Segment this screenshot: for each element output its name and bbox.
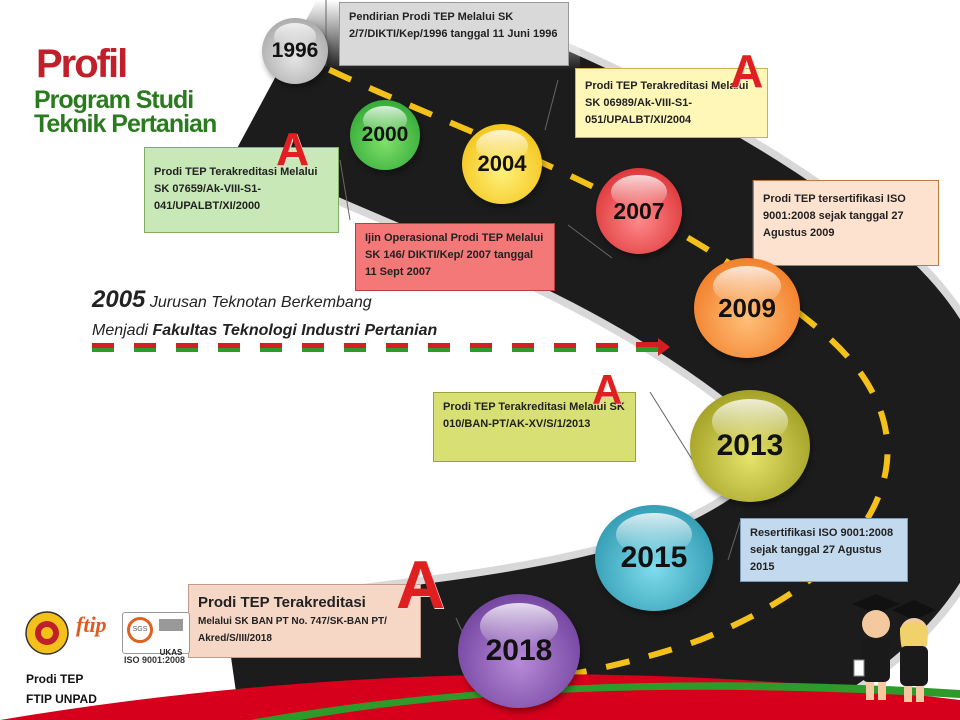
- milestone-box-2004: Prodi TEP Terakreditasi Melalui SK 06989…: [575, 68, 768, 138]
- milestone-text-2013: Prodi TEP Terakreditasi Melalui SK 010/B…: [443, 401, 625, 430]
- year-label-2009: 2009: [718, 292, 776, 323]
- year-label-2000: 2000: [361, 123, 409, 146]
- milestone-text-2009: Prodi TEP tersertifikasi ISO 9001:2008 s…: [763, 193, 906, 239]
- milestone-box-2000: Prodi TEP Terakreditasi Melalui SK 07659…: [144, 147, 339, 233]
- milestone-box-2007: Ijin Operasional Prodi TEP Melalui SK 14…: [355, 223, 555, 291]
- graduates-illustration: [852, 594, 936, 702]
- grade-a-2018: A: [396, 547, 446, 623]
- event-2005-text1: Jurusan Teknotan Berkembang: [149, 294, 372, 311]
- event-2005-line1: 2005 Jurusan Teknotan Berkembang: [92, 286, 372, 314]
- subtitle-line-2: Teknik Pertanian: [34, 110, 217, 138]
- page-subtitle: Program Studi Teknik Pertanian: [34, 86, 217, 138]
- milestone-text-2018: Melalui SK BAN PT No. 747/SK-BAN PT/ Akr…: [198, 616, 387, 644]
- year-label-2007: 2007: [613, 197, 665, 224]
- milestone-box-2015: Resertifikasi ISO 9001:2008 sejak tangga…: [740, 518, 908, 582]
- dash-segment: [92, 343, 114, 352]
- dash-segment: [386, 343, 408, 352]
- grade-a-2000: A: [276, 123, 310, 175]
- dash-segment: [470, 343, 492, 352]
- dash-segment: [176, 343, 198, 352]
- milestone-text-2015: Resertifikasi ISO 9001:2008 sejak tangga…: [750, 527, 894, 573]
- year-circle-2015: 2015: [595, 505, 713, 611]
- year-label-2015: 2015: [620, 541, 688, 574]
- year-circle-2013: 2013: [690, 390, 810, 502]
- footer-line1: Prodi TEP: [26, 672, 84, 686]
- milestone-title-2018: Prodi TEP Terakreditasi: [198, 594, 366, 611]
- unpad-logo-icon: [25, 611, 69, 655]
- year-label-2018: 2018: [485, 634, 553, 667]
- dash-segment: [596, 343, 618, 352]
- milestone-text-2007: Ijin Operasional Prodi TEP Melalui SK 14…: [365, 232, 544, 278]
- event-2005-prefix: Menjadi: [92, 322, 149, 339]
- iso-badge: SGS UKAS: [122, 612, 190, 657]
- footer-line2: FTIP UNPAD: [26, 692, 97, 706]
- year-circle-2009: 2009: [694, 258, 800, 358]
- dash-segment: [260, 343, 282, 352]
- subtitle-line-1: Program Studi: [34, 86, 194, 114]
- dash-segment: [512, 343, 534, 352]
- dash-segment: [428, 343, 450, 352]
- milestone-box-2009: Prodi TEP tersertifikasi ISO 9001:2008 s…: [753, 180, 939, 266]
- milestone-box-2018: Prodi TEP Terakreditasi Melalui SK BAN P…: [188, 584, 421, 658]
- dash-segment: [218, 343, 240, 352]
- event-2005-year: 2005: [92, 286, 146, 313]
- dash-segment: [302, 343, 324, 352]
- grade-a-2004: A: [730, 45, 764, 97]
- ftip-logo: ftip: [76, 612, 107, 637]
- page-title: Profil: [36, 42, 128, 86]
- milestone-text-2000: Prodi TEP Terakreditasi Melalui SK 07659…: [154, 166, 318, 212]
- iso-label: ISO 9001:2008: [124, 655, 186, 665]
- grade-a-2013: A: [592, 366, 623, 413]
- year-label-2004: 2004: [477, 151, 527, 176]
- milestone-box-2013: Prodi TEP Terakreditasi Melalui SK 010/B…: [433, 392, 636, 462]
- dash-segment: [554, 343, 576, 352]
- year-circle-2007: 2007: [596, 168, 682, 254]
- sgs-logo-icon: SGS: [127, 617, 153, 643]
- event-2005-bold: Fakultas Teknologi Industri Pertanian: [152, 322, 438, 339]
- dash-segment: [134, 343, 156, 352]
- milestone-text-2004: Prodi TEP Terakreditasi Melalui SK 06989…: [585, 80, 749, 126]
- year-label-2013: 2013: [716, 429, 784, 462]
- milestone-text-1996: Pendirian Prodi TEP Melalui SK 2/7/DIKTI…: [349, 11, 558, 40]
- dash-segment: [344, 343, 366, 352]
- year-circle-1996: 1996: [262, 18, 328, 84]
- year-label-1996: 1996: [271, 39, 319, 62]
- arrow-head-icon: [636, 338, 670, 356]
- year-circle-2000: 2000: [350, 100, 420, 170]
- milestone-box-1996: Pendirian Prodi TEP Melalui SK 2/7/DIKTI…: [339, 2, 569, 66]
- year-circle-2004: 2004: [462, 124, 542, 204]
- year-circle-2018: 2018: [458, 594, 580, 708]
- ukas-logo-icon: UKAS: [159, 619, 183, 657]
- event-2005-line2: Menjadi Fakultas Teknologi Industri Pert…: [92, 322, 437, 340]
